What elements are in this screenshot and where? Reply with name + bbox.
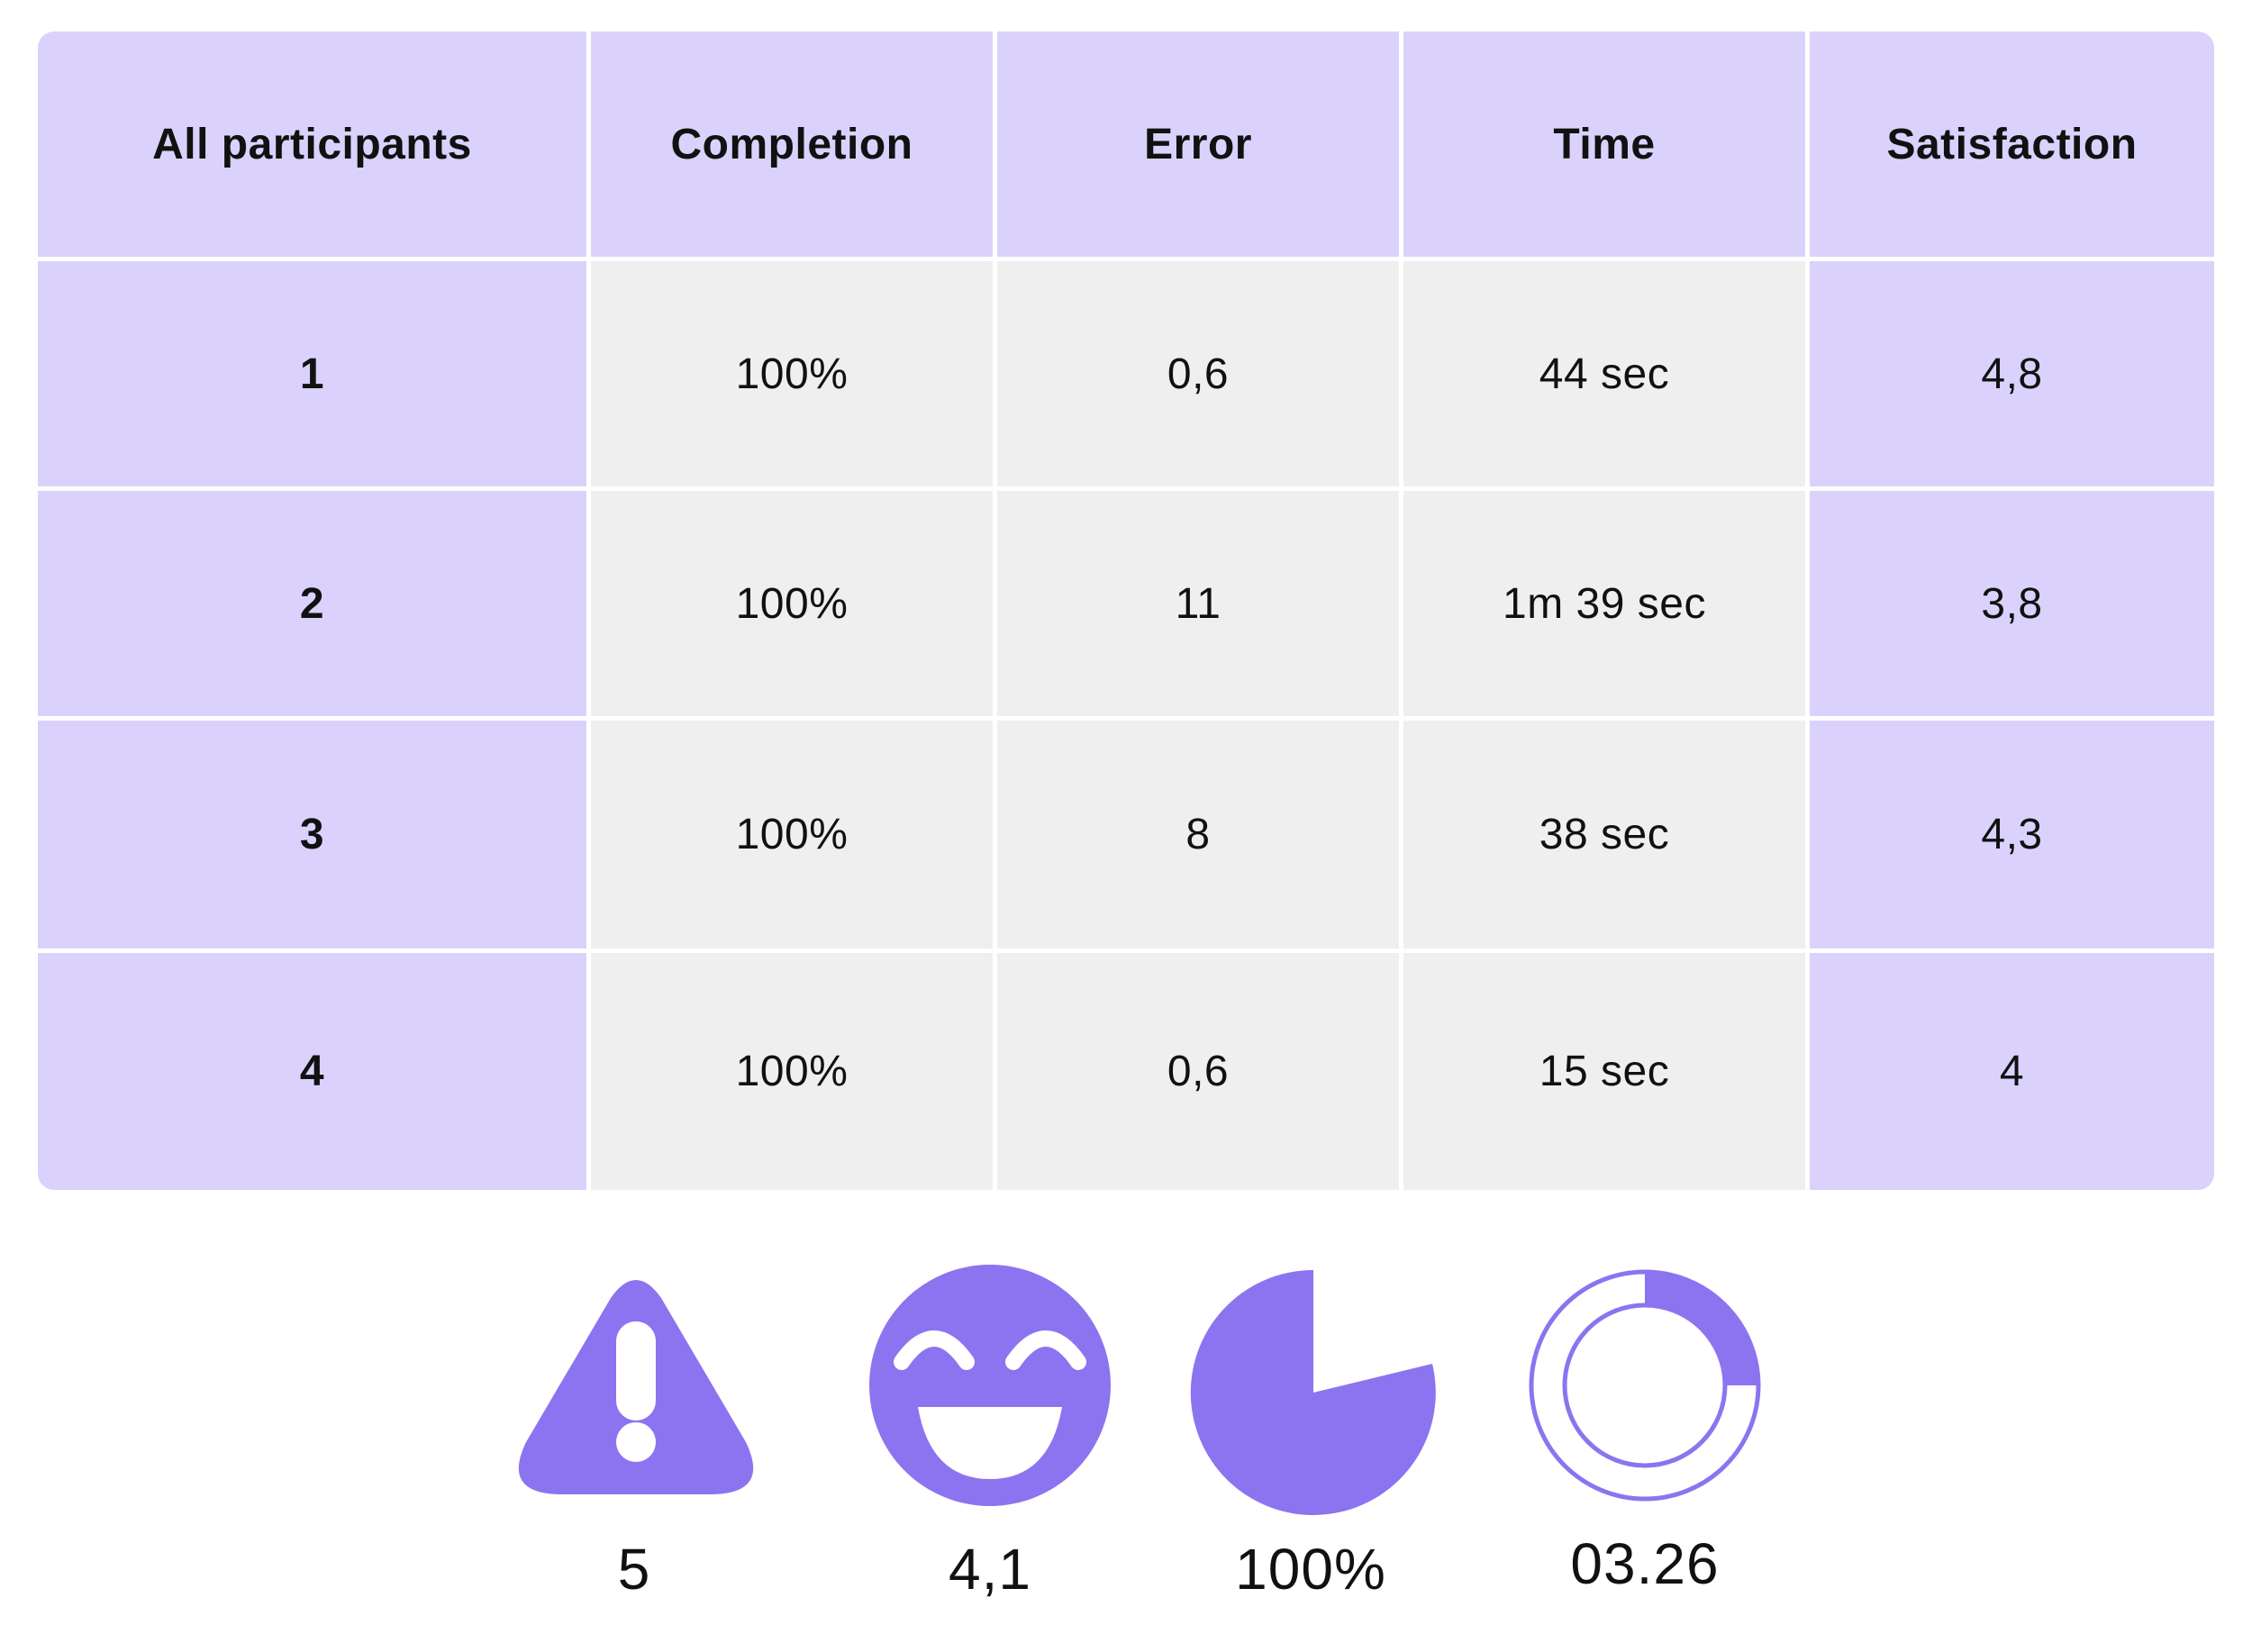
satisfaction-average-value: 4,1: [949, 1537, 1031, 1602]
completion-cell: 100%: [591, 491, 997, 721]
satisfaction-cell: 4,8: [1810, 261, 2214, 491]
completion-cell: 100%: [591, 953, 997, 1190]
error-cell: 0,6: [997, 261, 1403, 491]
header-error: Error: [997, 32, 1403, 261]
participant-id-cell: 4: [38, 953, 591, 1190]
participant-id-cell: 3: [38, 721, 591, 953]
warning-triangle-icon: [518, 1280, 754, 1494]
satisfaction-cell: 3,8: [1810, 491, 2214, 721]
warning-count-value: 5: [617, 1537, 651, 1602]
timer-ring-icon: [1529, 1269, 1761, 1502]
header-satisfaction: Satisfaction: [1810, 32, 2214, 261]
completion-cell: 100%: [591, 721, 997, 953]
error-cell: 11: [997, 491, 1403, 721]
satisfaction-cell: 4,3: [1810, 721, 2214, 953]
time-cell: 1m 39 sec: [1403, 491, 1810, 721]
error-cell: 8: [997, 721, 1403, 953]
completion-cell: 100%: [591, 261, 997, 491]
participant-id-cell: 1: [38, 261, 591, 491]
average-time-value: 03.26: [1570, 1531, 1720, 1596]
header-all-participants: All participants: [38, 32, 591, 261]
completion-pie-icon: [1190, 1269, 1436, 1515]
completion-average-value: 100%: [1235, 1537, 1386, 1602]
header-time: Time: [1403, 32, 1810, 261]
time-cell: 15 sec: [1403, 953, 1810, 1190]
satisfaction-cell: 4: [1810, 953, 2214, 1190]
laughing-face-icon: [869, 1265, 1111, 1506]
time-cell: 44 sec: [1403, 261, 1810, 491]
header-completion: Completion: [591, 32, 997, 261]
results-table: All participants Completion Error Time S…: [38, 32, 2214, 1190]
time-cell: 38 sec: [1403, 721, 1810, 953]
error-cell: 0,6: [997, 953, 1403, 1190]
participant-id-cell: 2: [38, 491, 591, 721]
